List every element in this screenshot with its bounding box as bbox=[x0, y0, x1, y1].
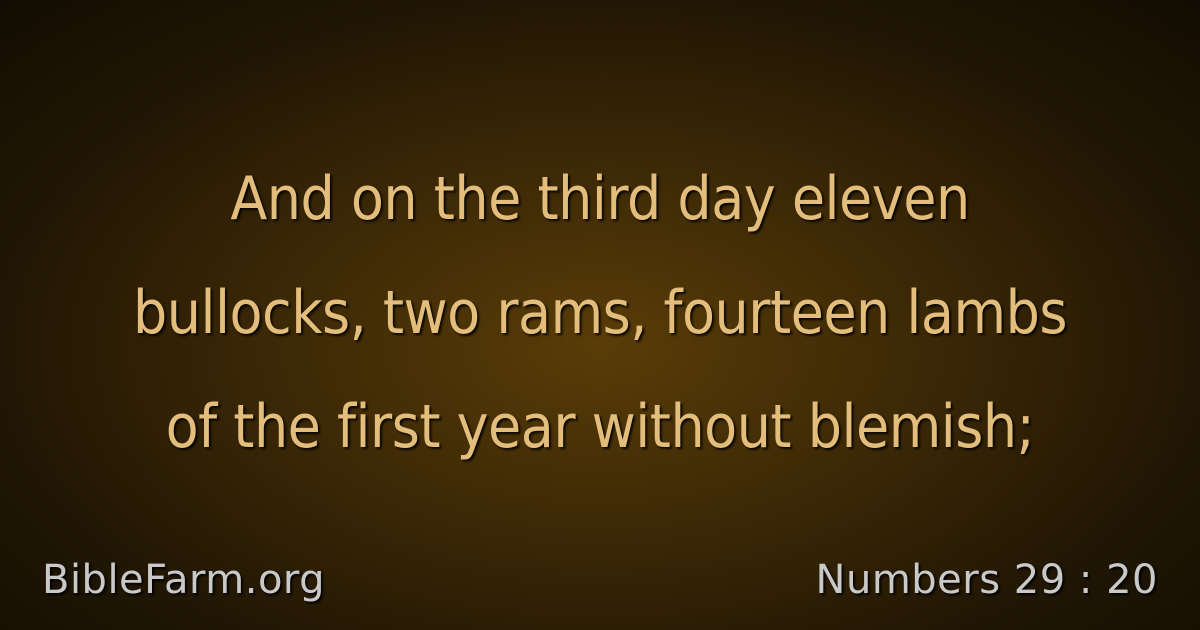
verse-line-2: bullocks, two rams, fourteen lambs bbox=[133, 278, 1067, 348]
site-name: BibleFarm.org bbox=[42, 557, 326, 603]
verse-line-1: And on the third day eleven bbox=[230, 164, 970, 234]
verse-text: And on the third day eleven bullocks, tw… bbox=[40, 142, 1160, 484]
verse-line-3: of the first year without blemish; bbox=[165, 392, 1035, 462]
verse-reference: Numbers 29 : 20 bbox=[815, 557, 1158, 603]
